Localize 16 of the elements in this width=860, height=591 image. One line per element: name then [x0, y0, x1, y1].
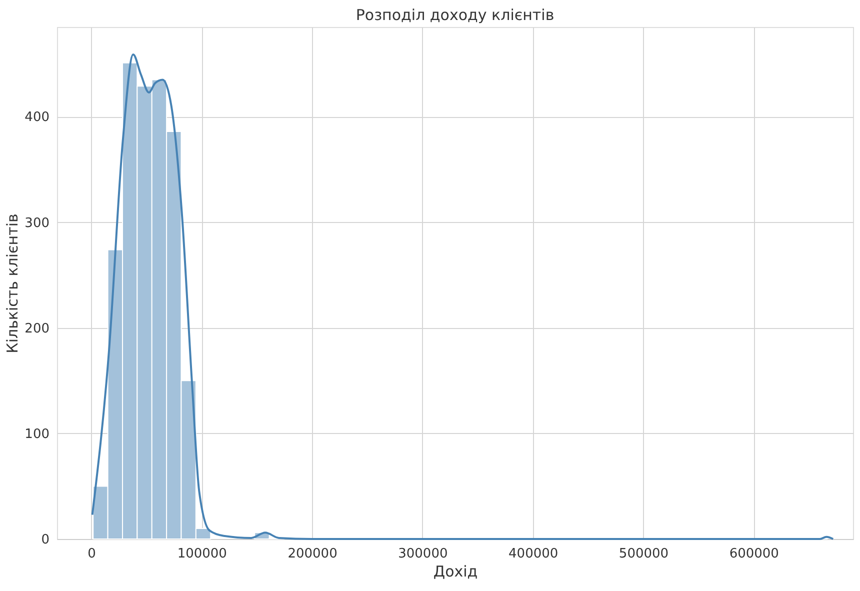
x-tick-label: 100000	[177, 546, 227, 562]
x-tick-label: 0	[88, 546, 96, 562]
x-tick-label: 600000	[729, 546, 779, 562]
x-tick-label: 400000	[508, 546, 558, 562]
x-tick-label: 200000	[288, 546, 338, 562]
x-tick-label: 300000	[398, 546, 448, 562]
y-tick-label: 200	[24, 321, 50, 336]
y-axis-title: Кількість клієнтів	[4, 214, 22, 354]
y-tick-label: 400	[24, 110, 50, 126]
y-tick-label: 0	[41, 532, 50, 548]
line-series	[91, 53, 834, 540]
y-tick-label: 100	[24, 426, 50, 442]
x-tick-label: 500000	[618, 546, 669, 562]
y-tick-label: 300	[24, 216, 50, 231]
chart-title: Розподіл доходу клієнтів	[356, 6, 554, 24]
x-axis-title: Дохід	[433, 562, 478, 580]
